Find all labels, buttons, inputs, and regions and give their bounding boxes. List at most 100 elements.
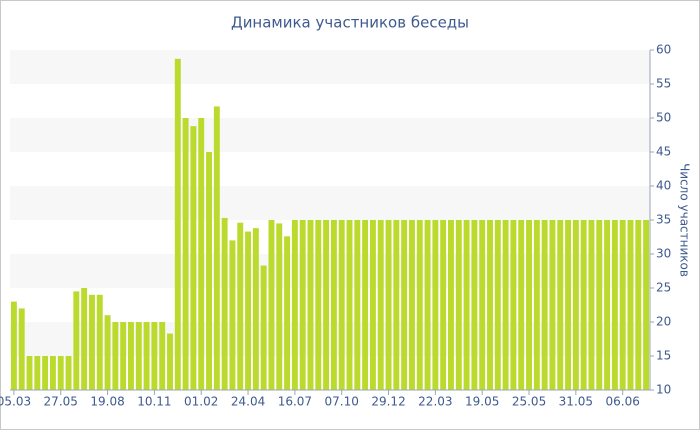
- bar: [81, 288, 88, 390]
- y-tick-label: 30: [656, 247, 671, 261]
- bar: [151, 322, 158, 390]
- bar: [182, 118, 189, 390]
- bar: [276, 223, 283, 390]
- bar: [408, 220, 415, 390]
- grid-band: [10, 186, 650, 220]
- bar: [73, 291, 80, 390]
- bar: [330, 220, 337, 390]
- y-tick-label: 35: [656, 213, 671, 227]
- bar: [190, 126, 197, 390]
- bar: [26, 356, 33, 390]
- x-tick-label: 05.03: [0, 395, 31, 409]
- bar: [346, 220, 353, 390]
- grid-band: [10, 118, 650, 152]
- bar: [18, 308, 25, 390]
- bar: [284, 236, 291, 390]
- bar: [588, 220, 595, 390]
- bar: [49, 356, 56, 390]
- bar: [448, 220, 454, 390]
- bar: [580, 220, 587, 390]
- bar: [393, 220, 400, 390]
- x-tick-label: 01.02: [184, 395, 218, 409]
- y-axis-label: Число участников: [678, 163, 692, 277]
- bar: [252, 228, 259, 390]
- bar: [510, 220, 517, 390]
- bar: [572, 220, 579, 390]
- bar: [174, 58, 181, 391]
- bar: [88, 294, 95, 390]
- y-tick-label: 45: [656, 145, 671, 159]
- bar: [198, 118, 205, 390]
- bar: [213, 106, 220, 390]
- bar: [159, 322, 166, 390]
- bar: [167, 333, 173, 390]
- y-tick-label: 60: [656, 43, 671, 57]
- x-tick-label: 31.05: [559, 395, 593, 409]
- x-tick-label: 06.06: [606, 395, 640, 409]
- bar: [57, 356, 64, 390]
- bar: [533, 220, 540, 390]
- y-tick-label: 40: [656, 179, 671, 193]
- bar: [401, 220, 408, 390]
- bar: [221, 217, 228, 390]
- bar: [440, 220, 447, 390]
- x-tick-label: 07.10: [325, 395, 359, 409]
- bar: [471, 220, 478, 390]
- x-tick-label: 27.05: [44, 395, 78, 409]
- x-tick-label: 19.05: [465, 395, 499, 409]
- bar: [596, 220, 603, 390]
- x-tick-label: 22.03: [418, 395, 452, 409]
- y-tick-label: 50: [656, 111, 671, 125]
- x-tick-label: 24.04: [231, 395, 265, 409]
- bar: [494, 220, 501, 390]
- x-tick-label: 16.07: [278, 395, 312, 409]
- bar: [65, 356, 72, 390]
- bar: [377, 220, 384, 390]
- bar: [135, 322, 142, 390]
- bar: [432, 220, 439, 390]
- bar: [643, 220, 650, 390]
- bar: [120, 322, 127, 390]
- bar: [323, 220, 330, 390]
- bar: [565, 220, 572, 390]
- bar: [424, 220, 431, 390]
- bar: [10, 301, 17, 390]
- bar: [455, 220, 462, 390]
- bar: [541, 220, 548, 390]
- bar: [268, 220, 275, 390]
- bar: [291, 220, 298, 390]
- y-tick-label: 10: [656, 383, 671, 397]
- bar: [385, 220, 392, 390]
- bar: [354, 220, 361, 390]
- bar: [307, 220, 314, 390]
- chart-title: Динамика участников беседы: [231, 14, 469, 32]
- y-tick-label: 15: [656, 349, 671, 363]
- bar: [237, 222, 244, 390]
- bar: [229, 240, 236, 390]
- x-tick-label: 29.12: [371, 395, 405, 409]
- bar: [260, 265, 267, 390]
- y-tick-label: 55: [656, 77, 671, 91]
- x-tick-label: 25.05: [512, 395, 546, 409]
- bar: [112, 322, 119, 390]
- bar: [34, 356, 41, 390]
- bar: [463, 220, 470, 390]
- bar: [104, 315, 111, 390]
- bar: [42, 356, 49, 390]
- bar: [128, 322, 134, 390]
- bar: [526, 220, 532, 390]
- bar: [611, 220, 618, 390]
- bar: [487, 220, 493, 390]
- bar: [604, 220, 611, 390]
- y-tick-label: 25: [656, 281, 671, 295]
- x-tick-label: 10.11: [137, 395, 171, 409]
- bar: [369, 220, 376, 390]
- bar: [96, 294, 103, 390]
- bar: [338, 220, 345, 390]
- x-tick-label: 19.08: [90, 395, 124, 409]
- bar: [479, 220, 486, 390]
- bar: [635, 220, 642, 390]
- bar: [502, 220, 509, 390]
- bar: [206, 152, 212, 390]
